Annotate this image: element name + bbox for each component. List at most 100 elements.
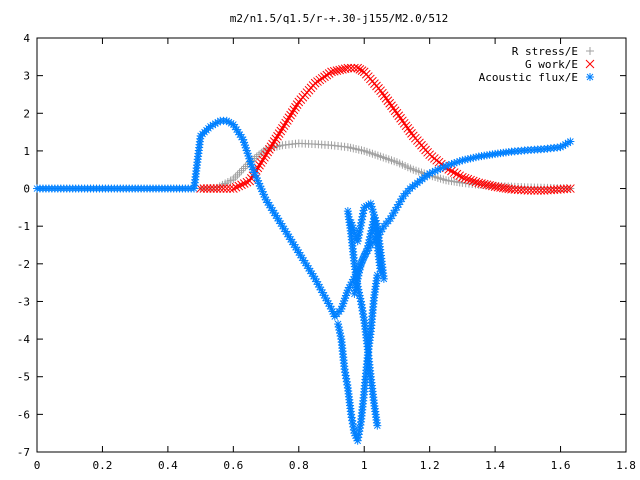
data-point-fill bbox=[493, 182, 503, 192]
data-point-fill bbox=[160, 184, 169, 193]
y-tick-label: 2 bbox=[23, 107, 30, 120]
data-point-fill bbox=[317, 73, 327, 83]
x-tick-label: 1.6 bbox=[551, 459, 571, 472]
data-point bbox=[212, 184, 222, 193]
data-point-fill bbox=[235, 168, 244, 177]
data-point-fill bbox=[350, 63, 359, 73]
data-point-fill bbox=[260, 152, 269, 162]
data-point-fill bbox=[379, 271, 388, 280]
data-point bbox=[353, 63, 363, 73]
data-point-fill bbox=[253, 163, 263, 173]
data-point-fill bbox=[546, 185, 556, 195]
y-tick-label: -2 bbox=[17, 258, 30, 271]
data-point-fill bbox=[289, 105, 299, 115]
data-point bbox=[278, 123, 287, 133]
data-point-fill bbox=[372, 418, 381, 427]
data-point-fill bbox=[239, 164, 248, 173]
data-point-fill bbox=[369, 396, 378, 405]
data-point bbox=[228, 184, 238, 193]
data-point-fill bbox=[324, 69, 334, 78]
x-tick-label: 0.8 bbox=[289, 459, 309, 472]
data-point-fill bbox=[219, 184, 228, 193]
data-point-fill bbox=[340, 142, 349, 151]
legend-label: G work/E bbox=[525, 58, 578, 71]
legend-marker bbox=[586, 47, 594, 55]
data-point-fill bbox=[471, 177, 481, 187]
data-point-fill bbox=[263, 147, 273, 157]
data-point-fill bbox=[530, 186, 539, 195]
data-point-fill bbox=[501, 184, 511, 193]
data-point-fill bbox=[449, 168, 459, 177]
data-point-fill bbox=[336, 332, 345, 341]
data-point bbox=[245, 176, 255, 186]
y-tick-label: -5 bbox=[17, 371, 30, 384]
chart-title: m2/n1.5/q1.5/r-+.30-j155/M2.0/512 bbox=[230, 12, 449, 25]
data-point bbox=[261, 150, 271, 160]
y-tick-label: -6 bbox=[17, 408, 30, 421]
y-tick-label: 4 bbox=[23, 32, 30, 45]
data-point-fill bbox=[479, 179, 489, 189]
data-point-fill bbox=[346, 63, 356, 73]
data-point-fill bbox=[553, 143, 562, 152]
data-point-fill bbox=[271, 134, 281, 144]
data-point-fill bbox=[199, 184, 209, 193]
data-point-fill bbox=[488, 181, 497, 191]
data-point-fill bbox=[397, 194, 406, 203]
data-point-fill bbox=[222, 184, 232, 193]
x-tick-label: 1.4 bbox=[485, 459, 505, 472]
data-point-fill bbox=[363, 339, 372, 348]
data-point-fill bbox=[406, 164, 415, 173]
data-point bbox=[458, 172, 467, 182]
data-point-fill bbox=[292, 100, 302, 109]
x-tick-label: 0 bbox=[34, 459, 41, 472]
data-point-fill bbox=[368, 205, 377, 214]
data-point-fill bbox=[284, 232, 293, 241]
data-point-fill bbox=[266, 142, 276, 152]
data-point-fill bbox=[322, 70, 332, 80]
data-point-fill bbox=[359, 206, 368, 215]
data-point-fill bbox=[376, 264, 385, 273]
legend-label: R stress/E bbox=[512, 45, 578, 58]
data-point-fill bbox=[241, 162, 250, 171]
data-point-fill bbox=[543, 185, 552, 195]
data-point-fill bbox=[269, 137, 279, 146]
data-point-fill bbox=[320, 72, 329, 82]
data-point-fill bbox=[563, 138, 572, 147]
data-point-fill bbox=[202, 184, 212, 193]
series-layer bbox=[33, 63, 575, 445]
data-point bbox=[507, 184, 516, 194]
data-point-fill bbox=[369, 296, 378, 305]
data-point-fill bbox=[455, 157, 464, 166]
data-point-fill bbox=[231, 182, 241, 192]
data-point-fill bbox=[358, 303, 367, 312]
data-point-fill bbox=[482, 180, 492, 190]
data-point-fill bbox=[313, 77, 322, 86]
data-point-fill bbox=[520, 146, 529, 155]
legend-marker bbox=[585, 59, 595, 69]
data-point-fill bbox=[516, 185, 526, 195]
data-point bbox=[539, 186, 549, 195]
data-point-fill bbox=[357, 146, 366, 155]
x-tick-label: 1 bbox=[361, 459, 368, 472]
data-point-fill bbox=[255, 160, 264, 170]
data-point-fill bbox=[366, 369, 375, 378]
data-point bbox=[566, 184, 575, 193]
data-point-fill bbox=[485, 181, 495, 190]
y-tick-label: 3 bbox=[23, 70, 30, 83]
data-point-fill bbox=[463, 174, 473, 184]
data-point-fill bbox=[452, 169, 462, 179]
data-point-fill bbox=[206, 184, 215, 193]
data-point-fill bbox=[281, 118, 291, 128]
y-tick-label: 0 bbox=[23, 183, 30, 196]
data-point-fill bbox=[340, 362, 349, 371]
data-point-fill bbox=[520, 185, 529, 195]
data-point-fill bbox=[359, 313, 368, 322]
data-point-fill bbox=[95, 184, 104, 193]
data-point-fill bbox=[315, 75, 325, 85]
plot-frame bbox=[36, 37, 627, 453]
data-point-fill bbox=[477, 179, 486, 188]
data-point-fill bbox=[390, 106, 400, 116]
data-point-fill bbox=[373, 151, 382, 160]
data-point-fill bbox=[204, 124, 213, 133]
data-point-fill bbox=[282, 116, 292, 125]
